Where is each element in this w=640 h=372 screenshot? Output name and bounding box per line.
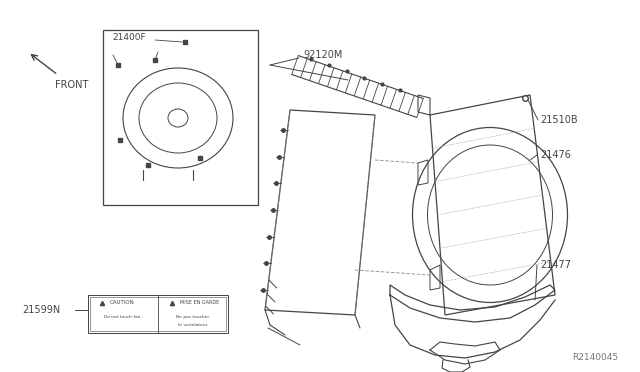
Text: MISE EN GARDE: MISE EN GARDE xyxy=(180,301,220,305)
Text: FRONT: FRONT xyxy=(55,80,88,90)
Bar xyxy=(90,297,226,331)
Bar xyxy=(88,295,228,333)
Text: le ventilateur: le ventilateur xyxy=(179,323,208,327)
Text: Ne pas toucher: Ne pas toucher xyxy=(177,315,209,319)
Text: 92120M: 92120M xyxy=(303,50,342,60)
Text: 21510B: 21510B xyxy=(540,115,578,125)
Text: 21476: 21476 xyxy=(540,150,571,160)
Text: R2140045: R2140045 xyxy=(572,353,618,362)
Bar xyxy=(103,30,258,205)
Text: Do not touch fan.: Do not touch fan. xyxy=(104,315,142,319)
Text: 21477: 21477 xyxy=(540,260,571,270)
Text: 21400F: 21400F xyxy=(112,33,146,42)
Text: CAUTION: CAUTION xyxy=(110,301,135,305)
Text: 21599N: 21599N xyxy=(22,305,60,315)
